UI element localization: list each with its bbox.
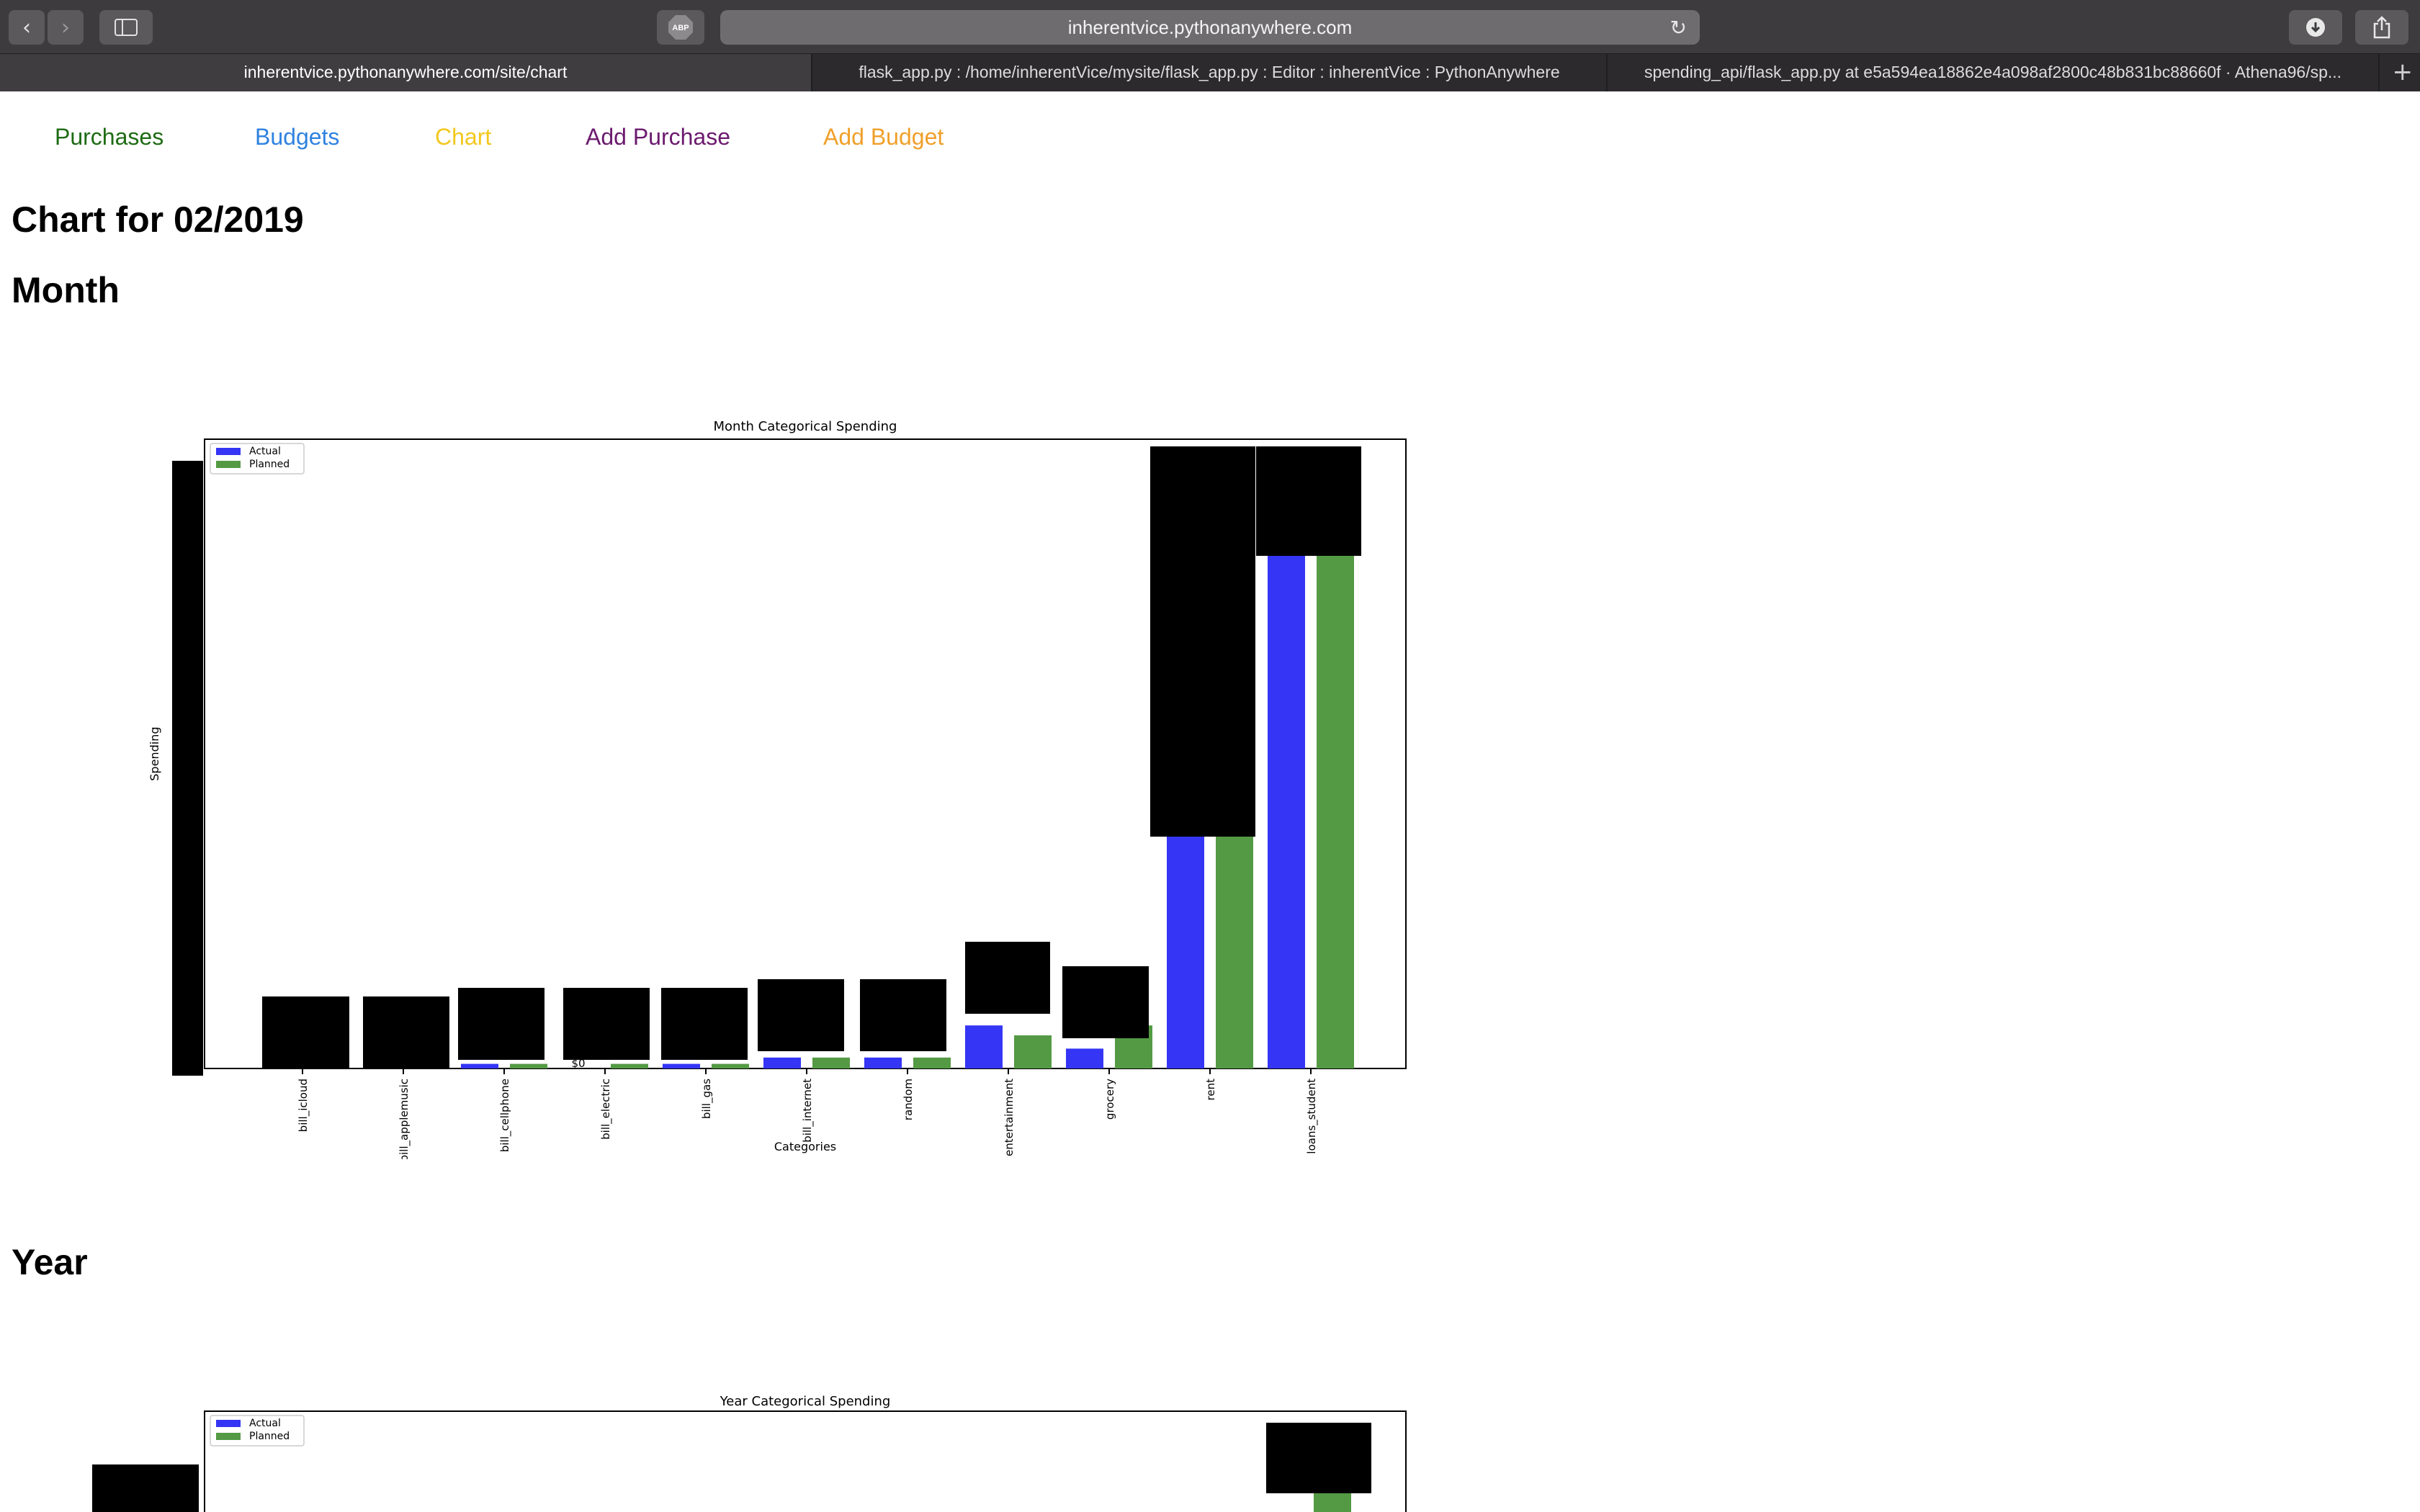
bar-actual-bill-internet <box>763 1057 801 1068</box>
x-tick-label: bill_gas <box>700 1079 714 1119</box>
x-tick-label: bill_electric <box>599 1079 613 1140</box>
month-legend-actual: Actual <box>249 446 281 457</box>
month-legend-planned: Planned <box>249 459 290 470</box>
share-icon <box>2373 16 2390 39</box>
address-bar[interactable]: inherentvice.pythonanywhere.com ↻ <box>720 10 1700 45</box>
nav-add-purchase[interactable]: Add Purchase <box>586 124 731 150</box>
x-tick-label: grocery <box>1103 1079 1116 1120</box>
redaction-loans-student <box>1256 446 1361 556</box>
redaction-year-left <box>92 1464 199 1512</box>
x-tick-label: bill_applemusic <box>398 1079 411 1159</box>
tab-github[interactable]: spending_api/flask_app.py at e5a594ea188… <box>1608 54 2380 91</box>
year-chart: Year Categorical Spending Actual Planned <box>92 1394 1407 1512</box>
redaction-random <box>860 979 946 1051</box>
month-x-axis-label: Categories <box>774 1140 836 1153</box>
redaction-bill-cellphone <box>458 988 544 1060</box>
adblock-button[interactable]: ABP <box>657 10 704 45</box>
year-legend-planned: Planned <box>249 1431 290 1442</box>
redaction-rent <box>1150 446 1255 837</box>
x-tick-label: entertainment <box>1003 1079 1016 1156</box>
x-tick-label: bill_cellphone <box>498 1079 512 1152</box>
bar-planned-entertainment <box>1014 1035 1052 1068</box>
month-chart: Month Categorical Spending bill_icloud bi… <box>148 419 1407 1159</box>
month-chart-title: Month Categorical Spending <box>714 419 897 434</box>
month-redaction-blocks <box>172 446 1361 1076</box>
bar-actual-bill-gas <box>663 1063 700 1068</box>
sidebar-button[interactable] <box>99 10 153 45</box>
month-legend-planned-swatch <box>216 461 241 468</box>
page-title: Chart for 02/2019 <box>12 199 304 240</box>
sidebar-icon <box>115 19 138 36</box>
bar-actual-entertainment <box>965 1025 1003 1068</box>
year-legend-actual: Actual <box>249 1418 281 1429</box>
year-plot-frame <box>204 1410 1407 1512</box>
year-heading: Year <box>12 1242 88 1282</box>
month-legend-actual-swatch <box>216 448 241 455</box>
month-heading: Month <box>12 270 120 310</box>
address-text: inherentvice.pythonanywhere.com <box>1067 17 1353 38</box>
nav-add-budget[interactable]: Add Budget <box>823 124 944 150</box>
plus-icon[interactable]: + <box>2392 58 2414 86</box>
nav-purchases[interactable]: Purchases <box>55 124 164 150</box>
browser-toolbar: ‹ › ABP inherentvice.pythonanywhere.com … <box>0 0 2420 53</box>
share-button[interactable] <box>2355 10 2408 45</box>
bar-actual-grocery <box>1066 1048 1103 1068</box>
redaction-bill-gas <box>661 988 748 1060</box>
bar-planned-random <box>913 1057 951 1068</box>
tab-chart[interactable]: inherentvice.pythonanywhere.com/site/cha… <box>0 54 812 91</box>
x-tick-label: bill_internet <box>801 1079 815 1143</box>
bar-planned-bill-gas <box>712 1063 749 1068</box>
redaction-bill-internet <box>758 979 844 1051</box>
bar-planned-bill-internet <box>812 1057 850 1068</box>
month-legend: Actual Planned <box>210 443 305 474</box>
tab-bar: inherentvice.pythonanywhere.com/site/cha… <box>0 53 2420 91</box>
download-icon <box>2306 18 2325 37</box>
x-tick-label: rent <box>1204 1079 1217 1101</box>
site-nav: Purchases Budgets Chart Add Purchase Add… <box>0 91 2420 184</box>
adblock-icon: ABP <box>668 15 693 40</box>
year-legend: Actual Planned <box>210 1415 305 1446</box>
bar-planned-bill-electric <box>611 1063 648 1068</box>
month-zero-label: $0 <box>571 1057 585 1070</box>
bar-planned-bill-cellphone <box>510 1063 547 1068</box>
bar-planned-loans-student <box>1317 548 1354 1068</box>
month-x-ticks: bill_icloud bill_applemusic bill_cellphone… <box>297 1068 1319 1159</box>
nav-budgets[interactable]: Budgets <box>255 124 340 150</box>
bar-actual-random <box>864 1057 902 1068</box>
forward-icon: › <box>61 14 70 40</box>
x-tick-label: random <box>902 1079 915 1120</box>
reload-icon[interactable]: ↻ <box>1670 16 1687 40</box>
adblock-label: ABP <box>672 24 689 32</box>
back-icon: ‹ <box>22 14 31 40</box>
x-tick-label: loans_student <box>1305 1079 1319 1154</box>
back-button[interactable]: ‹ <box>9 10 45 45</box>
year-legend-planned-swatch <box>216 1433 241 1440</box>
tab-flask-editor[interactable]: flask_app.py : /home/inherentVice/mysite… <box>812 54 1608 91</box>
redaction-bill-applemusic <box>363 996 449 1068</box>
nav-chart[interactable]: Chart <box>435 124 492 150</box>
bar-actual-loans-student <box>1268 548 1305 1068</box>
month-y-axis-label: Spending <box>148 726 161 780</box>
redaction-bill-icloud <box>262 996 349 1068</box>
year-chart-title: Year Categorical Spending <box>720 1394 891 1409</box>
redaction-y-axis <box>172 461 203 1076</box>
bar-actual-bill-cellphone <box>461 1063 498 1068</box>
redaction-year-right <box>1266 1423 1371 1493</box>
redaction-entertainment <box>965 942 1050 1014</box>
redaction-bill-electric <box>563 988 650 1060</box>
year-legend-actual-swatch <box>216 1420 241 1427</box>
forward-button[interactable]: › <box>48 10 84 45</box>
x-tick-label: bill_icloud <box>297 1079 310 1132</box>
redaction-grocery <box>1062 966 1149 1038</box>
downloads-button[interactable] <box>2289 10 2342 45</box>
